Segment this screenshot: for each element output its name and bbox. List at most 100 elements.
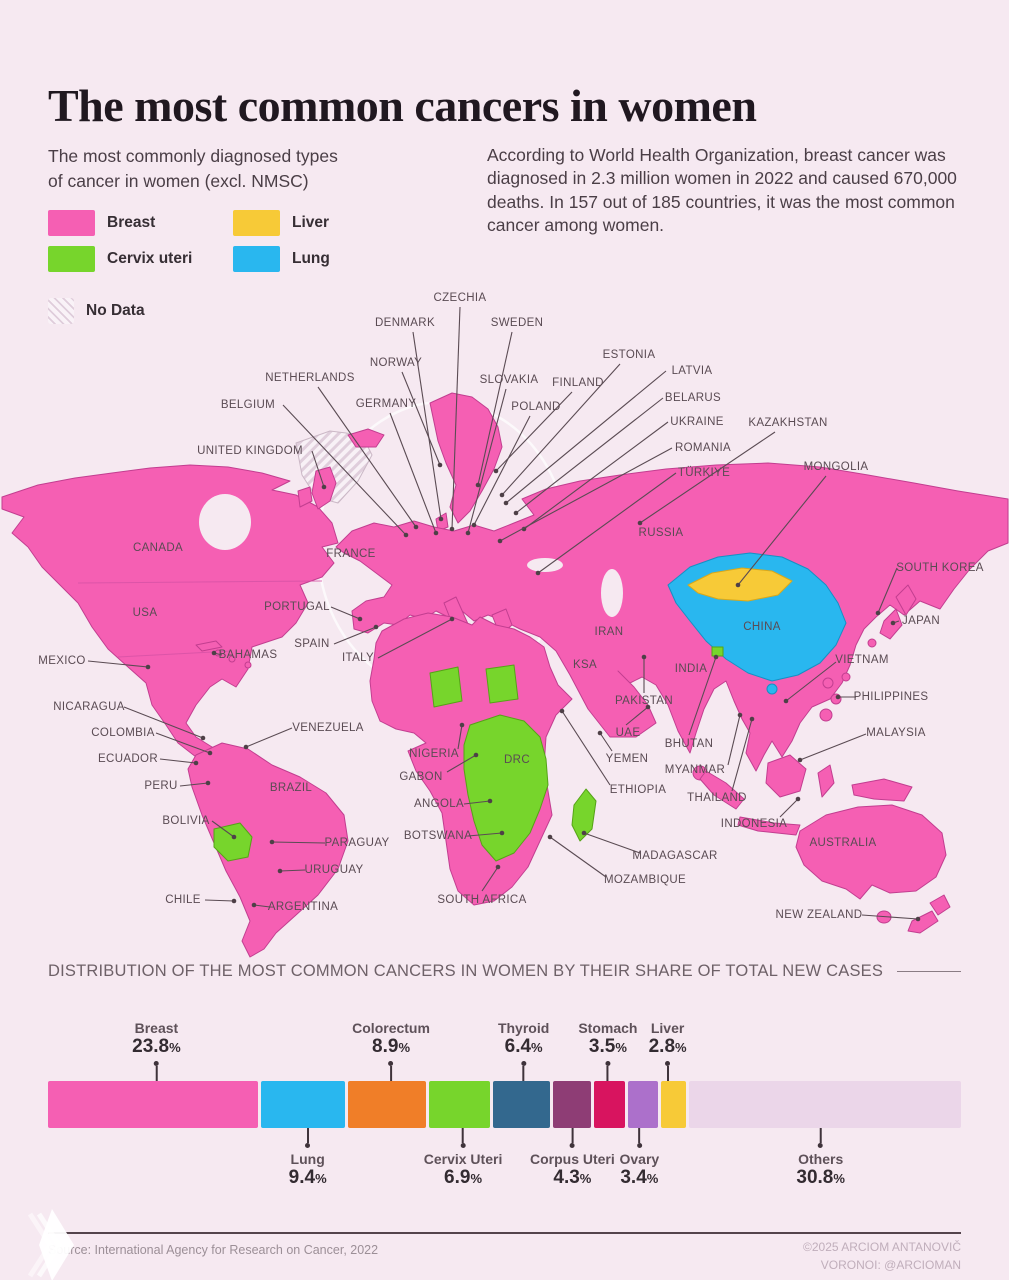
map-label-argentina: ARGENTINA — [267, 901, 339, 913]
sumatra — [699, 770, 745, 810]
callout-breast: Breast 23.8% — [132, 1020, 181, 1081]
bolivia — [213, 822, 253, 862]
java — [737, 816, 801, 836]
map-label-mexico: MEXICO — [38, 655, 86, 667]
map-label-ecuador: ECUADOR — [98, 753, 158, 765]
callout-liver: Liver 2.8% — [649, 1020, 687, 1081]
callout-dot — [305, 1143, 311, 1148]
legend-subtitle-line1: The most commonly diagnosed types — [48, 146, 338, 166]
map-label-nigeria: NIGERIA — [409, 748, 459, 760]
map-label-ethiopia: ETHIOPIA — [609, 784, 667, 796]
callout-value-others: 30.8% — [796, 1167, 845, 1188]
callout-line — [306, 1128, 309, 1143]
map-label-mongolia: MONGOLIA — [803, 461, 869, 473]
map-label-uae: UAE — [615, 727, 641, 739]
callout-dot — [521, 1061, 527, 1066]
map-label-nicaragua: NICARAGUA — [53, 701, 125, 713]
map-label-yemen: YEMEN — [605, 753, 649, 765]
map-label-poland: POLAND — [511, 401, 561, 413]
map-label-finland: FINLAND — [552, 377, 604, 389]
callout-dot — [665, 1061, 671, 1066]
callout-label-colorectum: Colorectum — [352, 1020, 430, 1036]
ireland — [297, 486, 313, 508]
cancer-distribution-bar-chart: Breast 23.8% Lung 9.4% Colorectum 8.9% Cervix … — [48, 1008, 962, 1204]
callout-label-liver: Liver — [650, 1020, 685, 1036]
callout-dot — [388, 1061, 394, 1066]
continents — [1, 392, 1009, 958]
callout-dot — [153, 1061, 159, 1066]
map-label-thailand: THAILAND — [687, 792, 747, 804]
callout-value-corpus-uteri: 4.3% — [553, 1167, 592, 1188]
bar-segment-colorectum — [347, 1081, 427, 1128]
callout-value-colorectum: 8.9% — [372, 1036, 411, 1057]
callout-value-lung: 9.4% — [288, 1167, 327, 1188]
legend-item-lung: Lung — [233, 245, 418, 272]
map-label-estonia: ESTONIA — [602, 349, 656, 361]
map-label-romania: ROMANIA — [674, 442, 732, 454]
callout-value-breast: 23.8% — [132, 1036, 181, 1057]
bar-segment-liver — [660, 1081, 686, 1128]
map-label-denmark: DENMARK — [375, 317, 435, 329]
credits: ©2025 ARCIOM ANTANOVIČ VORONOI: @ARCIOMA… — [803, 1238, 961, 1274]
callout-dot — [605, 1061, 611, 1066]
map-label-colombia: COLOMBIA — [91, 727, 155, 739]
lung-label: Lung — [292, 249, 330, 267]
japan-south — [867, 638, 877, 648]
callout-line — [462, 1128, 465, 1143]
madagascar — [571, 788, 597, 842]
map-label-russia: RUSSIA — [638, 527, 684, 539]
callout-cervix-uteri: Cervix Uteri 6.9% — [423, 1128, 503, 1189]
credit-line-1: ©2025 ARCIOM ANTANOVIČ — [803, 1240, 961, 1254]
credit-line-2: VORONOI: @ARCIOMAN — [820, 1258, 961, 1272]
callout-value-stomach: 3.5% — [588, 1036, 627, 1057]
hainan — [766, 683, 778, 695]
cuba — [195, 640, 223, 652]
map-label-bhutan: BHUTAN — [664, 738, 714, 750]
black-sea — [527, 558, 563, 572]
north-america — [1, 464, 339, 768]
callout-label-cervix-uteri: Cervix Uteri — [423, 1151, 503, 1167]
map-label-pakistan: PAKISTAN — [615, 695, 673, 707]
bar-segment-ovary — [627, 1081, 658, 1128]
callout-label-others: Others — [798, 1151, 844, 1167]
cervix-uteri-swatch — [48, 245, 95, 272]
legend-subtitle-line2: of cancer in women (excl. NMSC) — [48, 170, 309, 191]
liver-label: Liver — [292, 213, 330, 231]
map-label-ukraine: UKRAINE — [670, 416, 724, 428]
japan-north — [895, 584, 917, 616]
footer-rule — [48, 1232, 961, 1234]
distribution-section-title: DISTRIBUTION OF THE MOST COMMON CANCERS … — [48, 962, 884, 980]
new-zealand-south — [907, 910, 939, 934]
map-label-malaysia: MALAYSIA — [866, 727, 926, 739]
philippines-1 — [822, 677, 834, 689]
bar-segment-corpus-uteri — [552, 1081, 591, 1128]
borneo — [765, 754, 807, 798]
map-label-china: CHINA — [743, 621, 781, 633]
map-label-kazakhstan: KAZAKHSTAN — [748, 417, 828, 429]
map-label-vietnam: VIETNAM — [835, 654, 889, 666]
map-label-australia: AUSTRALIA — [809, 837, 877, 849]
central-southern-africa-green — [463, 714, 549, 862]
no-data-label: No Data — [86, 301, 145, 319]
legend-block: The most commonly diagnosed types of can… — [48, 144, 468, 324]
bar-segment-lung — [261, 1081, 345, 1128]
world-map-graphic — [1, 306, 1009, 958]
map-label-norway: NORWAY — [369, 357, 423, 369]
lung-swatch — [233, 245, 280, 272]
map-label-netherlands: NETHERLANDS — [265, 372, 355, 384]
map-label-canada: CANADA — [132, 542, 184, 554]
legend-item-liver: Liver — [233, 209, 418, 236]
map-label-japan: JAPAN — [902, 615, 940, 627]
scandinavia — [429, 392, 503, 524]
map-label-drc: DRC — [504, 754, 530, 766]
callout-corpus-uteri: Corpus Uteri 4.3% — [530, 1128, 615, 1189]
map-label-france: FRANCE — [326, 548, 376, 560]
map-label-mozambique: MOZAMBIQUE — [603, 874, 687, 886]
map-label-czechia: CZECHIA — [433, 292, 487, 304]
callout-dot — [569, 1143, 575, 1148]
callout-lung: Lung 9.4% — [289, 1128, 327, 1189]
map-label-botswana: BOTSWANA — [403, 830, 473, 842]
us-canada-border — [77, 580, 323, 584]
eurasia — [335, 462, 1009, 772]
caribbean-island-2 — [244, 661, 252, 669]
